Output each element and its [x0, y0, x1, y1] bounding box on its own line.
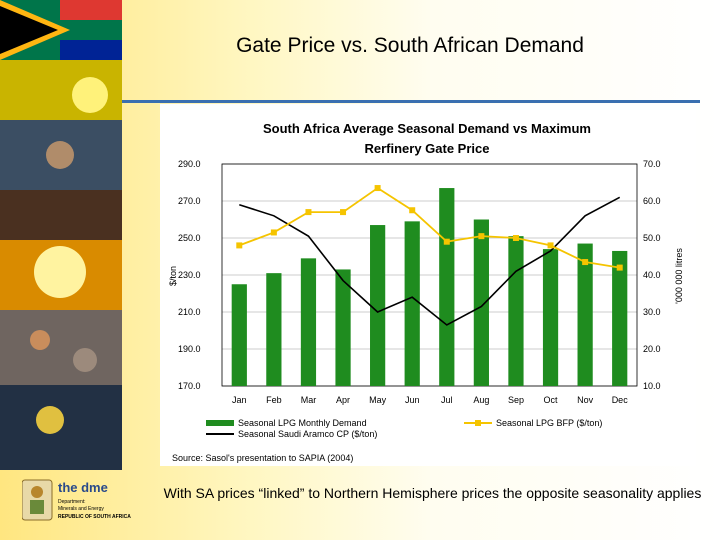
series-line-saudi-cp [239, 196, 621, 326]
bar [577, 243, 593, 386]
bfp-marker [547, 242, 554, 249]
bfp-marker [340, 209, 347, 216]
y-tick-left: 270.0 [178, 196, 201, 206]
photo-collage-strip [0, 0, 122, 470]
legend-marker-bfp [475, 420, 481, 426]
plot-frame [221, 163, 638, 387]
y-tick-left: 250.0 [178, 233, 201, 243]
x-tick-label: Apr [336, 395, 350, 405]
y-tick-right: 30.0 [643, 307, 661, 317]
bar [404, 221, 420, 386]
bfp-marker [512, 235, 519, 241]
logo-caption-3: REPUBLIC OF SOUTH AFRICA [58, 514, 131, 520]
bfp-marker [478, 233, 485, 240]
y-tick-right: 70.0 [643, 159, 661, 169]
legend-label-saudi-cp: Seasonal Saudi Aramco CP ($/ton) [238, 429, 377, 439]
y-axis-right-label: '000 000 litres [674, 248, 684, 304]
x-tick-label: Jul [441, 395, 453, 405]
dme-logo: the dme Department: Minerals and Energy … [21, 478, 152, 526]
bar [370, 225, 386, 386]
chart-svg: South Africa Average Seasonal Demand vs … [168, 121, 684, 439]
bar [612, 250, 628, 386]
bfp-marker [616, 264, 623, 271]
logo-caption-2: Minerals and Energy [58, 506, 104, 512]
legend-swatch-demand [206, 420, 234, 426]
bar [473, 219, 489, 386]
x-tick-label: Oct [544, 395, 559, 405]
legend-label-bfp: Seasonal LPG BFP ($/ton) [496, 418, 602, 428]
bfp-marker [374, 185, 381, 192]
y-tick-right: 40.0 [643, 270, 661, 280]
chart-title-line1: South Africa Average Seasonal Demand vs … [263, 121, 591, 136]
y-tick-left: 230.0 [178, 270, 201, 280]
legend-label-demand: Seasonal LPG Monthly Demand [238, 418, 367, 428]
y-tick-left: 210.0 [178, 307, 201, 317]
title-rule [122, 100, 700, 103]
bar [439, 188, 455, 386]
bfp-marker [443, 238, 450, 245]
x-tick-label: Jun [405, 395, 420, 405]
chart-title-line2: Rerfinery Gate Price [364, 141, 489, 156]
source-text: Source: Sasol's presentation to SAPIA (2… [172, 453, 354, 463]
series-line-bfp [238, 186, 620, 269]
y-tick-left: 190.0 [178, 344, 201, 354]
chart-panel: South Africa Average Seasonal Demand vs … [160, 104, 696, 466]
x-tick-label: May [369, 395, 387, 405]
x-tick-label: Nov [577, 395, 594, 405]
dme-logo-graphic: the dme Department: Minerals and Energy … [21, 479, 131, 521]
bar [300, 258, 317, 386]
x-tick-label: Mar [301, 395, 317, 405]
bar [266, 273, 282, 386]
bar [542, 249, 559, 386]
y-tick-right: 60.0 [643, 196, 661, 206]
y-tick-right: 10.0 [643, 381, 661, 391]
x-tick-label: Jan [232, 395, 247, 405]
y-tick-left: 290.0 [178, 159, 201, 169]
photo-collage [0, 0, 122, 470]
bfp-marker [582, 259, 589, 266]
x-tick-label: Sep [508, 395, 524, 405]
logo-text: the dme [58, 480, 108, 495]
source-note: Source: Sasol's presentation to SAPIA (2… [172, 453, 353, 463]
bar [335, 269, 351, 386]
x-tick-label: Dec [612, 395, 629, 405]
x-tick-label: Feb [266, 395, 282, 405]
bfp-marker [409, 207, 416, 214]
y-tick-left: 170.0 [178, 381, 201, 391]
bar [231, 284, 247, 386]
bar [508, 236, 524, 386]
logo-caption-1: Department: [58, 499, 86, 505]
y-tick-right: 20.0 [643, 344, 661, 354]
y-tick-right: 50.0 [643, 233, 661, 243]
x-tick-label: Aug [473, 395, 489, 405]
bfp-marker [236, 242, 243, 249]
footer-text: With SA prices “linked” to Northern Hemi… [163, 485, 702, 501]
bfp-marker [305, 209, 312, 216]
bfp-marker [270, 229, 277, 236]
slide-title: Gate Price vs. South African Demand [236, 34, 584, 57]
y-axis-left-label: $/ton [168, 266, 178, 286]
